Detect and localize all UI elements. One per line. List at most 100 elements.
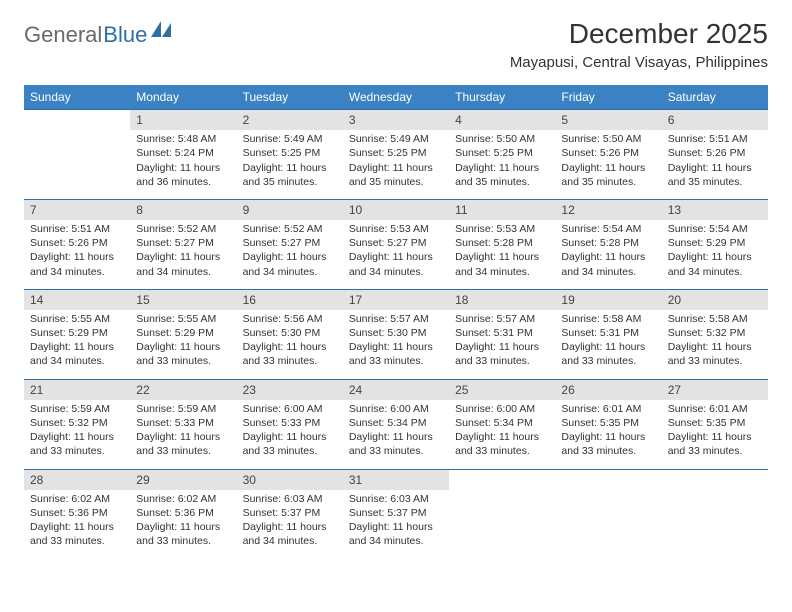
day-detail-line: Sunset: 5:37 PM (243, 506, 337, 520)
day-detail-line: Sunrise: 5:54 AM (561, 222, 655, 236)
day-number: 1 (130, 110, 236, 130)
day-number: 7 (24, 200, 130, 220)
day-detail-line: Sunrise: 5:58 AM (668, 312, 762, 326)
calendar-cell: 14Sunrise: 5:55 AMSunset: 5:29 PMDayligh… (24, 289, 130, 379)
calendar-cell: 7Sunrise: 5:51 AMSunset: 5:26 PMDaylight… (24, 199, 130, 289)
day-details: Sunrise: 6:00 AMSunset: 5:34 PMDaylight:… (343, 400, 449, 469)
day-detail-line: Daylight: 11 hours and 33 minutes. (136, 340, 230, 368)
day-detail-line: Sunset: 5:26 PM (668, 146, 762, 160)
day-detail-line: Daylight: 11 hours and 33 minutes. (136, 430, 230, 458)
weekday-header: Saturday (662, 85, 768, 110)
calendar-cell: 26Sunrise: 6:01 AMSunset: 5:35 PMDayligh… (555, 379, 661, 469)
day-detail-line: Sunset: 5:28 PM (455, 236, 549, 250)
day-detail-line: Daylight: 11 hours and 35 minutes. (455, 161, 549, 189)
calendar-cell: 28Sunrise: 6:02 AMSunset: 5:36 PMDayligh… (24, 469, 130, 558)
calendar-cell: 23Sunrise: 6:00 AMSunset: 5:33 PMDayligh… (237, 379, 343, 469)
day-details: Sunrise: 5:56 AMSunset: 5:30 PMDaylight:… (237, 310, 343, 379)
calendar-cell (555, 469, 661, 558)
day-detail-line: Sunrise: 5:55 AM (136, 312, 230, 326)
day-detail-line: Sunset: 5:27 PM (243, 236, 337, 250)
day-detail-line: Sunset: 5:27 PM (349, 236, 443, 250)
day-number: 9 (237, 200, 343, 220)
day-number: 6 (662, 110, 768, 130)
day-number: 27 (662, 380, 768, 400)
day-detail-line: Daylight: 11 hours and 33 minutes. (455, 430, 549, 458)
day-number: 31 (343, 470, 449, 490)
day-number: 24 (343, 380, 449, 400)
header: General Blue December 2025 Mayapusi, Cen… (24, 18, 768, 71)
weekday-header: Monday (130, 85, 236, 110)
day-details: Sunrise: 5:49 AMSunset: 5:25 PMDaylight:… (237, 130, 343, 199)
day-detail-line: Daylight: 11 hours and 33 minutes. (136, 520, 230, 548)
calendar-row: 7Sunrise: 5:51 AMSunset: 5:26 PMDaylight… (24, 199, 768, 289)
day-detail-line: Sunrise: 5:53 AM (455, 222, 549, 236)
calendar-cell (449, 469, 555, 558)
calendar-cell: 21Sunrise: 5:59 AMSunset: 5:32 PMDayligh… (24, 379, 130, 469)
day-detail-line: Sunset: 5:31 PM (561, 326, 655, 340)
day-detail-line: Daylight: 11 hours and 33 minutes. (561, 340, 655, 368)
day-number: 18 (449, 290, 555, 310)
day-details: Sunrise: 6:02 AMSunset: 5:36 PMDaylight:… (130, 490, 236, 559)
day-number: 22 (130, 380, 236, 400)
day-detail-line: Sunset: 5:30 PM (349, 326, 443, 340)
day-details: Sunrise: 5:57 AMSunset: 5:31 PMDaylight:… (449, 310, 555, 379)
day-detail-line: Sunset: 5:26 PM (561, 146, 655, 160)
day-detail-line: Daylight: 11 hours and 34 minutes. (455, 250, 549, 278)
day-detail-line: Sunrise: 5:48 AM (136, 132, 230, 146)
day-detail-line: Daylight: 11 hours and 33 minutes. (349, 340, 443, 368)
day-details: Sunrise: 6:01 AMSunset: 5:35 PMDaylight:… (662, 400, 768, 469)
day-detail-line: Sunset: 5:37 PM (349, 506, 443, 520)
day-detail-line: Sunset: 5:25 PM (455, 146, 549, 160)
calendar-cell: 12Sunrise: 5:54 AMSunset: 5:28 PMDayligh… (555, 199, 661, 289)
calendar-cell: 4Sunrise: 5:50 AMSunset: 5:25 PMDaylight… (449, 110, 555, 200)
day-detail-line: Daylight: 11 hours and 36 minutes. (136, 161, 230, 189)
day-detail-line: Sunset: 5:28 PM (561, 236, 655, 250)
day-detail-line: Sunset: 5:24 PM (136, 146, 230, 160)
day-detail-line: Sunrise: 6:01 AM (668, 402, 762, 416)
day-detail-line: Sunrise: 5:52 AM (136, 222, 230, 236)
calendar-cell: 9Sunrise: 5:52 AMSunset: 5:27 PMDaylight… (237, 199, 343, 289)
calendar-row: 28Sunrise: 6:02 AMSunset: 5:36 PMDayligh… (24, 469, 768, 558)
logo-sail-icon (151, 21, 173, 44)
logo-text-blue: Blue (103, 22, 147, 48)
calendar-cell (24, 110, 130, 200)
day-detail-line: Sunset: 5:26 PM (30, 236, 124, 250)
day-detail-line: Daylight: 11 hours and 33 minutes. (243, 340, 337, 368)
calendar-cell: 10Sunrise: 5:53 AMSunset: 5:27 PMDayligh… (343, 199, 449, 289)
day-detail-line: Sunrise: 6:00 AM (455, 402, 549, 416)
day-detail-line: Daylight: 11 hours and 33 minutes. (30, 430, 124, 458)
day-details: Sunrise: 5:55 AMSunset: 5:29 PMDaylight:… (24, 310, 130, 379)
calendar-body: 1Sunrise: 5:48 AMSunset: 5:24 PMDaylight… (24, 110, 768, 559)
logo: General Blue (24, 22, 173, 48)
day-details: Sunrise: 6:03 AMSunset: 5:37 PMDaylight:… (237, 490, 343, 559)
day-detail-line: Sunrise: 5:56 AM (243, 312, 337, 326)
day-number: 16 (237, 290, 343, 310)
day-detail-line: Daylight: 11 hours and 33 minutes. (668, 430, 762, 458)
day-detail-line: Sunset: 5:36 PM (136, 506, 230, 520)
logo-text-general: General (24, 22, 102, 48)
calendar-cell: 13Sunrise: 5:54 AMSunset: 5:29 PMDayligh… (662, 199, 768, 289)
day-detail-line: Sunset: 5:35 PM (668, 416, 762, 430)
calendar-cell: 29Sunrise: 6:02 AMSunset: 5:36 PMDayligh… (130, 469, 236, 558)
day-number: 21 (24, 380, 130, 400)
day-details: Sunrise: 5:48 AMSunset: 5:24 PMDaylight:… (130, 130, 236, 199)
day-details: Sunrise: 5:52 AMSunset: 5:27 PMDaylight:… (237, 220, 343, 289)
day-detail-line: Sunset: 5:25 PM (243, 146, 337, 160)
day-detail-line: Sunrise: 5:50 AM (455, 132, 549, 146)
day-number: 14 (24, 290, 130, 310)
day-details: Sunrise: 5:49 AMSunset: 5:25 PMDaylight:… (343, 130, 449, 199)
day-details (662, 490, 768, 550)
day-detail-line: Daylight: 11 hours and 33 minutes. (243, 430, 337, 458)
day-number: 13 (662, 200, 768, 220)
day-number: 28 (24, 470, 130, 490)
page-subtitle: Mayapusi, Central Visayas, Philippines (510, 54, 768, 71)
day-details: Sunrise: 5:58 AMSunset: 5:31 PMDaylight:… (555, 310, 661, 379)
calendar-cell: 31Sunrise: 6:03 AMSunset: 5:37 PMDayligh… (343, 469, 449, 558)
day-number: 15 (130, 290, 236, 310)
day-details: Sunrise: 5:54 AMSunset: 5:28 PMDaylight:… (555, 220, 661, 289)
day-details: Sunrise: 6:02 AMSunset: 5:36 PMDaylight:… (24, 490, 130, 559)
day-number: 26 (555, 380, 661, 400)
day-detail-line: Daylight: 11 hours and 33 minutes. (668, 340, 762, 368)
day-detail-line: Sunset: 5:34 PM (455, 416, 549, 430)
day-detail-line: Sunrise: 5:49 AM (349, 132, 443, 146)
